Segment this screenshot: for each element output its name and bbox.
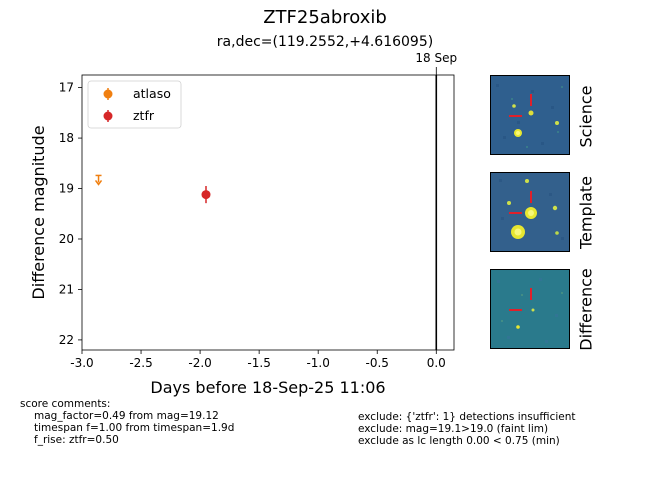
science-label: Science — [576, 85, 596, 148]
legend-label: ztfr — [133, 108, 155, 123]
exclusion-line: exclude: mag=19.1>19.0 (faint lim) — [358, 423, 549, 435]
comment-line: mag_factor=0.49 from mag=19.12 — [34, 410, 219, 422]
y-tick-label: 17 — [59, 81, 74, 95]
science-cutout — [490, 75, 570, 155]
reference-date-label: 18 Sep — [415, 51, 457, 65]
plot-frame — [81, 74, 455, 351]
score-comments: score comments: mag_factor=0.49 from mag… — [20, 398, 234, 446]
legend-label: atlaso — [133, 86, 171, 101]
legend-marker — [103, 111, 113, 121]
y-tick-label: 18 — [59, 131, 74, 145]
x-tick-label: -2.5 — [129, 356, 152, 370]
comments-heading: score comments: — [20, 398, 111, 410]
exclusion-line: exclude as lc length 0.00 < 0.75 (min) — [358, 435, 560, 447]
legend-marker — [103, 89, 113, 99]
exclusion-line: exclude: {'ztfr': 1} detections insuffic… — [358, 411, 576, 423]
template-cutout — [490, 172, 570, 252]
science-image — [491, 76, 569, 154]
x-tick-label: -0.5 — [366, 356, 389, 370]
comment-line: timespan f=1.00 from timespan=1.9d — [34, 422, 235, 434]
template-image — [491, 173, 569, 251]
x-tick-label: 0.0 — [427, 356, 446, 370]
page-title: ZTF25abroxib — [263, 7, 387, 28]
y-tick-label: 21 — [59, 282, 74, 296]
x-tick-label: -2.0 — [188, 356, 211, 370]
x-tick-label: -3.0 — [70, 356, 93, 370]
difference-image — [491, 270, 569, 348]
lightcurve-chart: -3.0 -2.5 -2.0 -1.5 -1.0 -0.5 0.0 17 18 19 20 21 22 D… — [29, 51, 457, 397]
x-tick-label: -1.0 — [306, 356, 329, 370]
exclusion-notes: exclude: {'ztfr': 1} detections insuffic… — [358, 411, 576, 447]
y-tick-label: 22 — [59, 333, 74, 347]
y-axis-label: Difference magnitude — [29, 125, 48, 299]
template-label: Template — [576, 176, 596, 250]
comment-line: f_rise: ztfr=0.50 — [34, 434, 119, 446]
difference-cutout — [490, 269, 570, 349]
y-tick-label: 19 — [59, 182, 74, 196]
upper-limit-arrow — [94, 180, 103, 186]
x-tick-label: -1.5 — [247, 356, 270, 370]
difference-label: Difference — [576, 268, 596, 351]
data-point — [201, 190, 211, 200]
y-tick-label: 20 — [59, 232, 74, 246]
x-axis-label: Days before 18-Sep-25 11:06 — [150, 378, 385, 397]
coordinates-subtitle: ra,dec=(119.2552,+4.616095) — [216, 34, 434, 50]
